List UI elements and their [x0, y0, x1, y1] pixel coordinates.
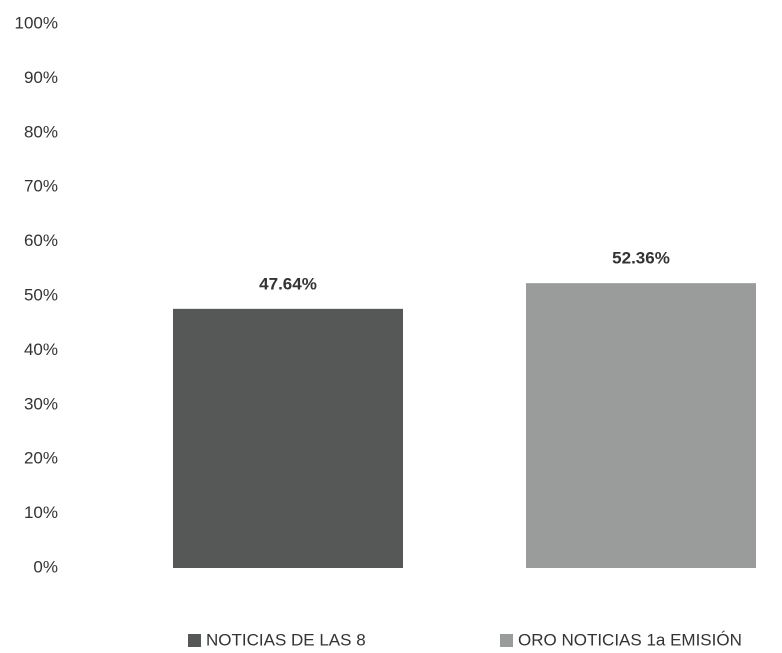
legend-label: ORO NOTICIAS 1a EMISIÓN	[518, 630, 742, 649]
legend-swatch	[188, 634, 201, 647]
bar	[526, 283, 756, 568]
y-tick-label: 70%	[24, 177, 58, 196]
bar	[173, 308, 403, 568]
y-tick-label: 60%	[24, 231, 58, 250]
y-tick-label: 10%	[24, 503, 58, 522]
y-tick-label: 20%	[24, 449, 58, 468]
value-label: 47.64%	[259, 274, 317, 293]
value-label: 52.36%	[612, 249, 670, 268]
y-tick-label: 30%	[24, 394, 58, 413]
y-tick-label: 90%	[24, 68, 58, 87]
legend-swatch	[500, 634, 513, 647]
y-tick-label: 0%	[33, 557, 58, 576]
legend-label: NOTICIAS DE LAS 8	[206, 630, 366, 649]
y-tick-label: 80%	[24, 122, 58, 141]
y-tick-label: 40%	[24, 340, 58, 359]
y-tick-label: 50%	[24, 285, 58, 304]
y-tick-label: 100%	[15, 13, 58, 32]
